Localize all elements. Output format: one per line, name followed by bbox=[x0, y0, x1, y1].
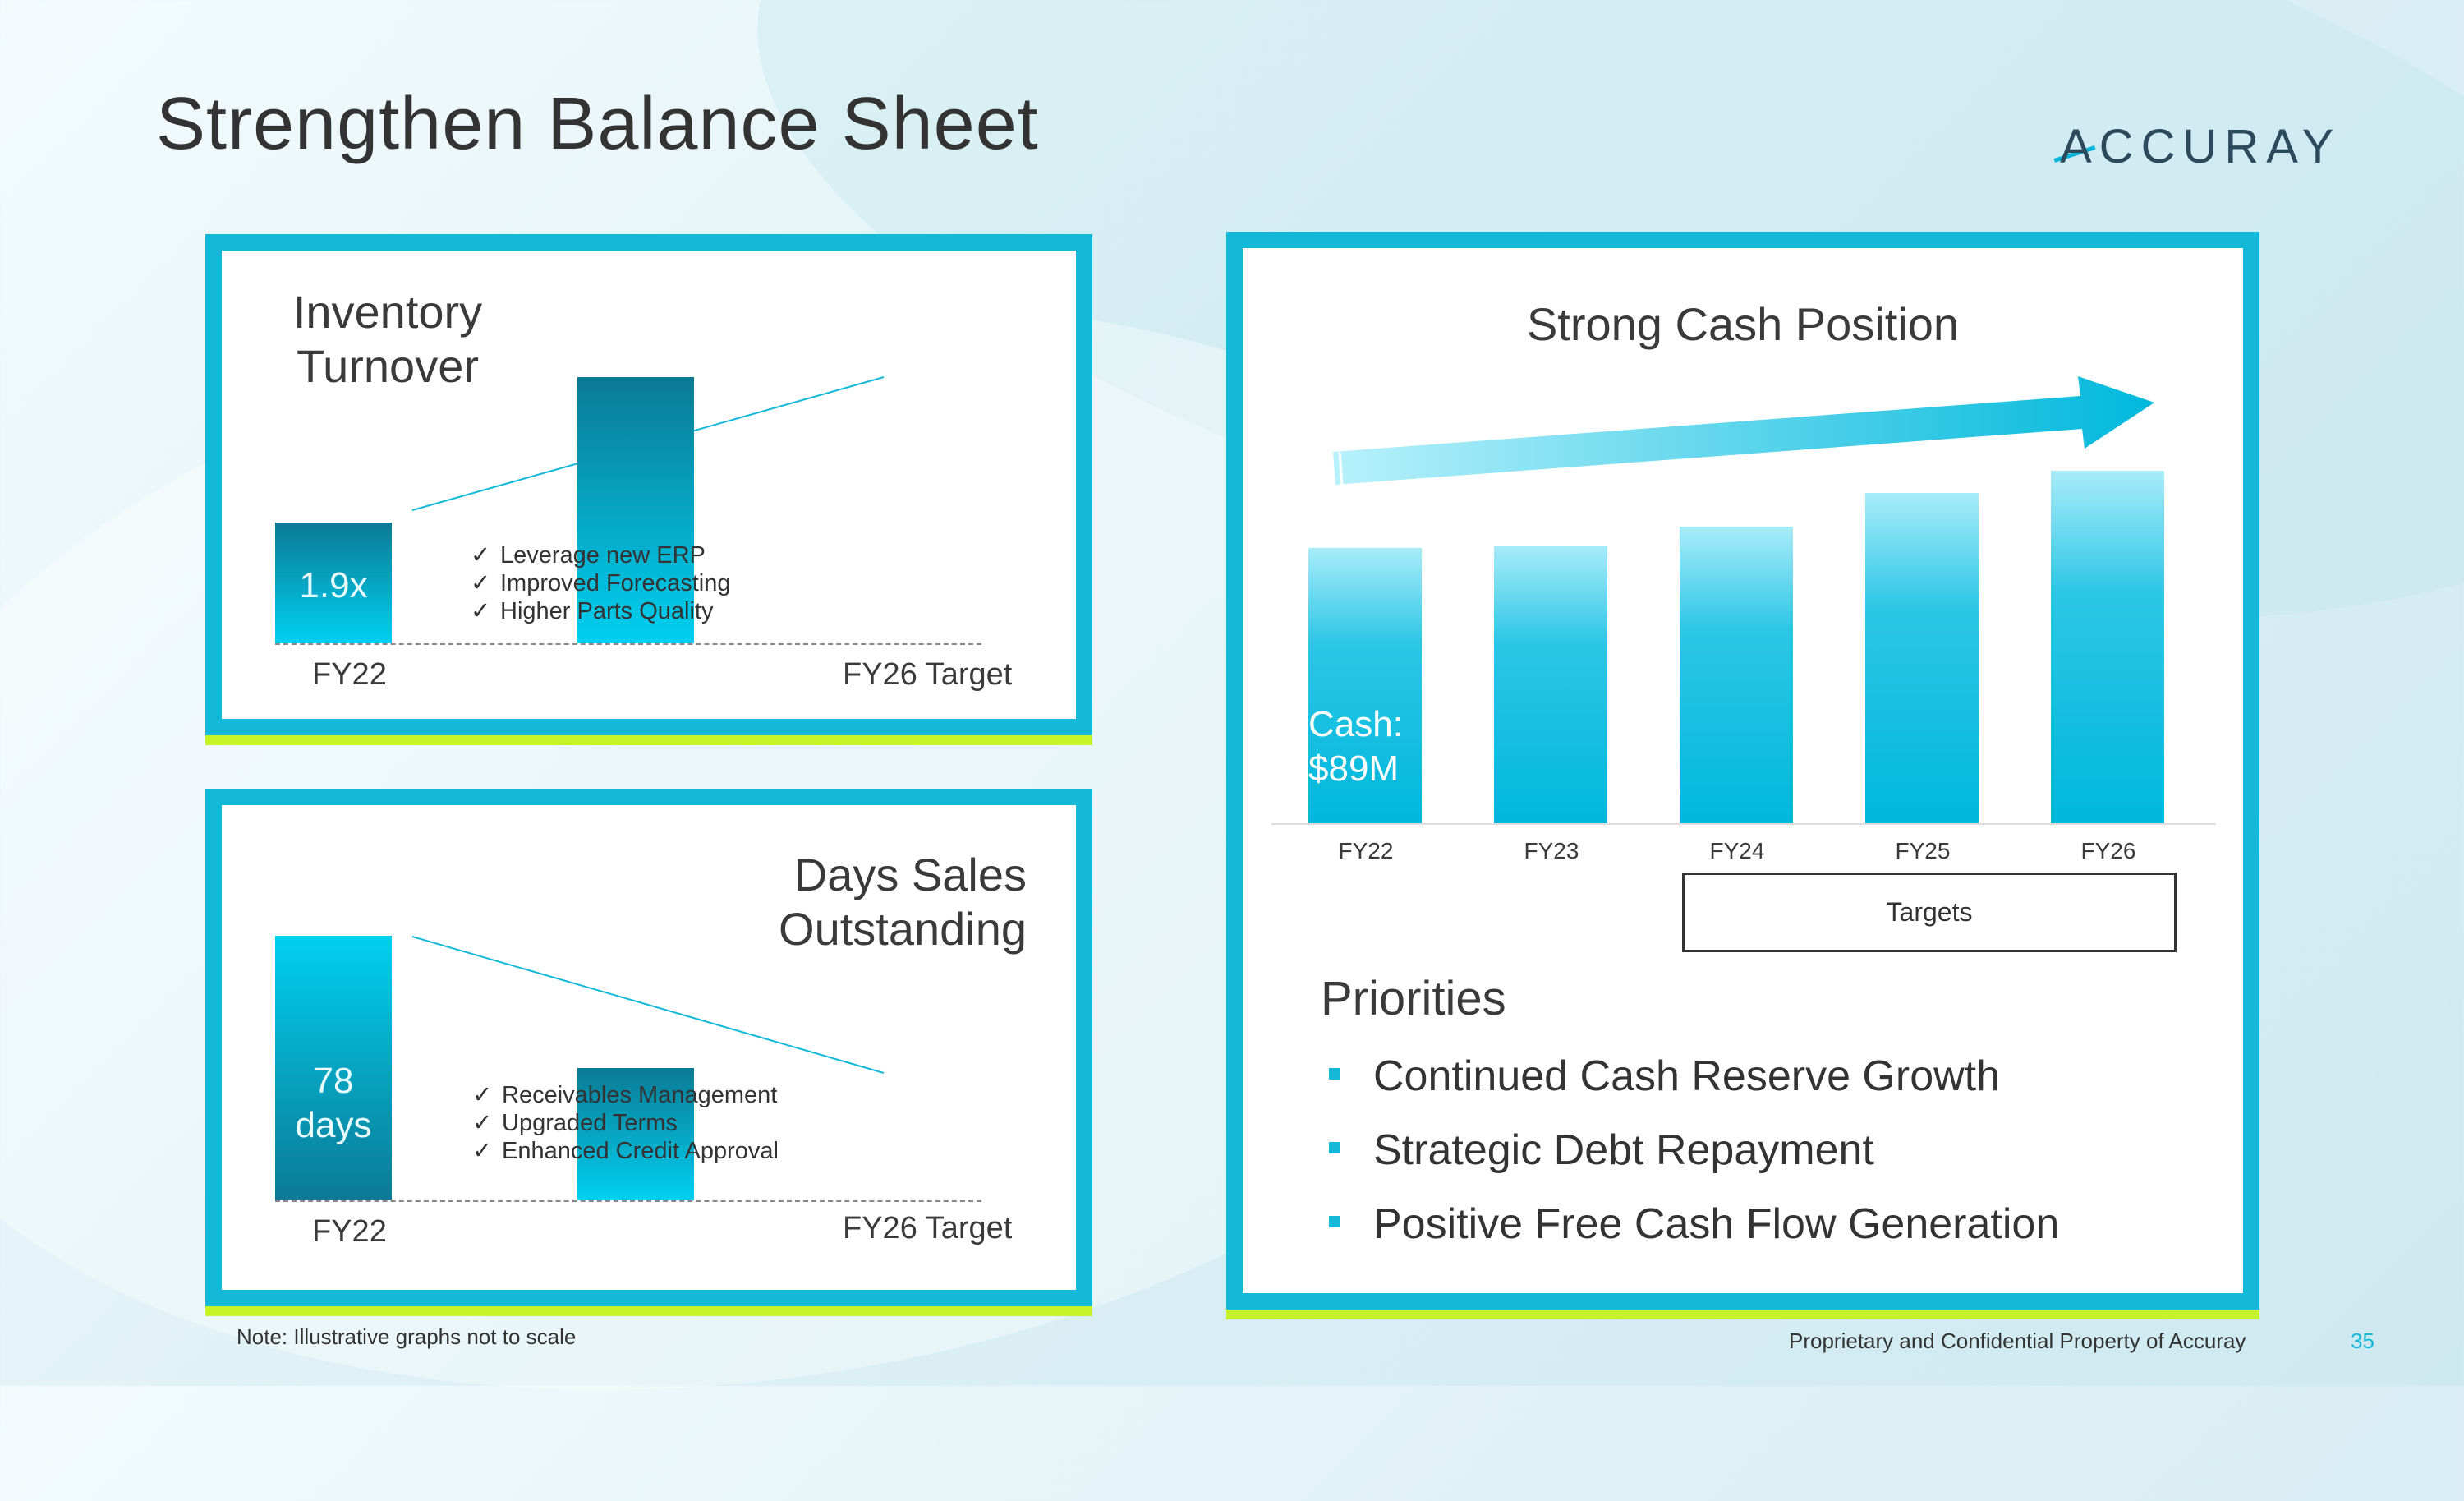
inventory-turnover-panel: Inventory Turnover 1.9x ✓ Leverage new ER… bbox=[205, 234, 1092, 745]
cash-bar-fy26 bbox=[2051, 471, 2164, 823]
check-item: ✓ Receivables Management bbox=[472, 1082, 778, 1108]
growth-arrow-icon bbox=[1333, 376, 2154, 486]
check-item: ✓ Improved Forecasting bbox=[471, 570, 731, 596]
x-label-fy22: FY22 bbox=[312, 657, 387, 692]
inventory-checklist: ✓ Leverage new ERP ✓ Improved Forecasting … bbox=[471, 541, 730, 625]
checkmark-icon: ✓ bbox=[471, 598, 491, 624]
chart-baseline bbox=[275, 1200, 981, 1202]
x-label-fy22: FY22 bbox=[312, 1214, 387, 1249]
cash-title: Strong Cash Position bbox=[1526, 298, 1960, 350]
checkmark-icon: ✓ bbox=[472, 1082, 493, 1108]
cash-bar-fy24 bbox=[1680, 527, 1793, 823]
cash-bar-fy23 bbox=[1494, 546, 1607, 823]
square-bullet-icon bbox=[1329, 1068, 1340, 1080]
x-label-fy22: FY22 bbox=[1338, 838, 1394, 863]
check-item: ✓ Enhanced Credit Approval bbox=[472, 1138, 779, 1164]
logo-text: ACCURAY bbox=[2060, 120, 2342, 173]
dso-title-line1: Days Sales bbox=[793, 849, 1027, 900]
priorities-title: Priorities bbox=[1321, 972, 1506, 1025]
check-item: ✓ Higher Parts Quality bbox=[471, 598, 714, 624]
dso-trend-line bbox=[411, 936, 885, 1074]
priority-item: Continued Cash Reserve Growth bbox=[1329, 1052, 2000, 1101]
inventory-title: Inventory Turnover bbox=[281, 285, 494, 394]
inventory-title-line2: Turnover bbox=[296, 340, 479, 392]
checkmark-icon: ✓ bbox=[472, 1138, 493, 1164]
accuray-logo: ACCURAY bbox=[2053, 119, 2356, 177]
chart-bar-fy26-target bbox=[577, 377, 694, 643]
x-label-fy23: FY23 bbox=[1524, 838, 1579, 863]
priority-item: Positive Free Cash Flow Generation bbox=[1329, 1199, 2059, 1249]
bar-data-label: 78 days bbox=[295, 1061, 372, 1145]
dso-checklist: ✓ Receivables Management ✓ Upgraded Terms … bbox=[472, 1081, 779, 1165]
chart-baseline bbox=[275, 643, 981, 645]
checkmark-icon: ✓ bbox=[471, 542, 491, 569]
cash-bar-fy25 bbox=[1865, 493, 1979, 823]
bar-data-label: 1.9x bbox=[299, 565, 368, 605]
confidential-notice: Proprietary and Confidential Property of… bbox=[1789, 1328, 2246, 1353]
x-label-fy26-target: FY26 Target bbox=[843, 657, 1013, 692]
days-sales-outstanding-panel: Days Sales Outstanding 78 days ✓ Receivab… bbox=[205, 789, 1092, 1316]
x-label-fy25: FY25 bbox=[1895, 838, 1951, 863]
chart-axis-line bbox=[1271, 823, 2216, 825]
check-item: ✓ Upgraded Terms bbox=[472, 1110, 678, 1136]
cash-data-label: Cash: $89M bbox=[1308, 704, 1403, 789]
chart-bar-fy26-target bbox=[577, 1068, 694, 1200]
page-title: Strengthen Balance Sheet bbox=[156, 83, 1039, 165]
x-label-fy26: FY26 bbox=[2080, 838, 2136, 863]
inventory-title-line1: Inventory bbox=[292, 286, 483, 338]
check-item: ✓ Leverage new ERP bbox=[471, 542, 706, 569]
cash-bar-fy22 bbox=[1308, 548, 1422, 823]
checkmark-icon: ✓ bbox=[471, 570, 491, 596]
checkmark-icon: ✓ bbox=[472, 1110, 493, 1136]
chart-bar-fy22: 78 days bbox=[275, 936, 392, 1200]
targets-box: Targets bbox=[1682, 873, 2177, 952]
page-number: 35 bbox=[2351, 1328, 2374, 1353]
footnote: Note: Illustrative graphs not to scale bbox=[237, 1324, 577, 1349]
x-label-fy24: FY24 bbox=[1709, 838, 1765, 863]
x-label-fy26-target: FY26 Target bbox=[843, 1211, 1013, 1245]
cash-position-panel: Strong Cash Position Cash: $89M FY22 FY23… bbox=[1226, 232, 2259, 1319]
square-bullet-icon bbox=[1329, 1216, 1340, 1228]
chart-bar-fy22: 1.9x bbox=[275, 523, 392, 643]
priority-item: Strategic Debt Repayment bbox=[1329, 1126, 1874, 1175]
dso-title: Days Sales Outstanding bbox=[747, 848, 1027, 956]
square-bullet-icon bbox=[1329, 1142, 1340, 1154]
dso-title-line2: Outstanding bbox=[779, 903, 1027, 955]
